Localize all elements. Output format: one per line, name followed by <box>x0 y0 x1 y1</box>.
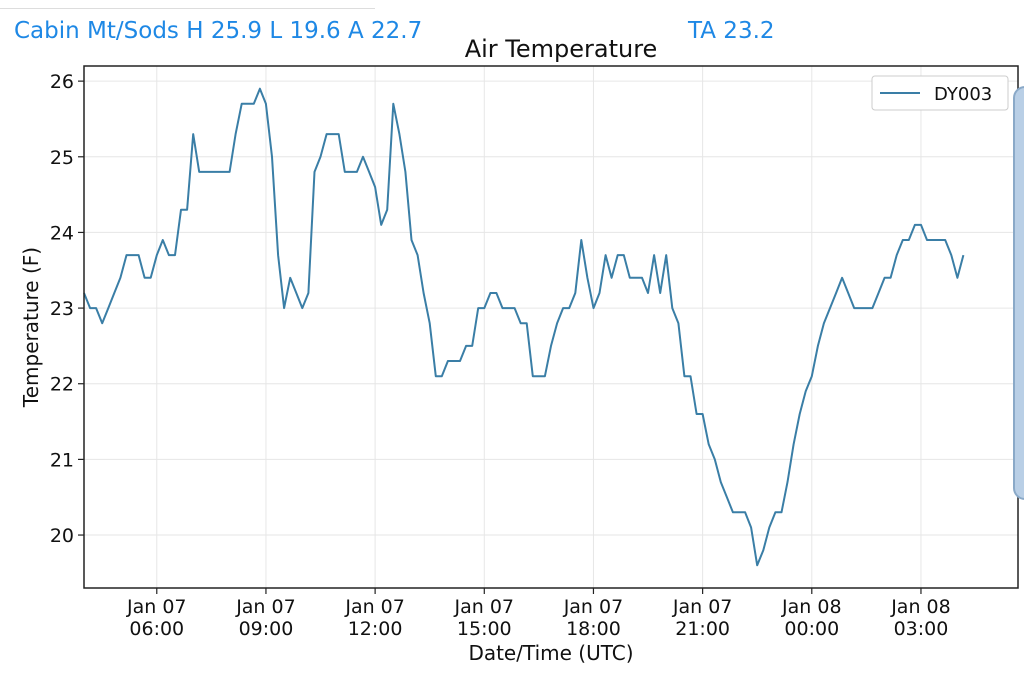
x-tick-time: 09:00 <box>239 618 294 640</box>
legend-label-dy003: DY003 <box>934 84 992 105</box>
x-tick-date: Jan 08 <box>781 596 842 618</box>
y-tick-label: 25 <box>50 147 74 169</box>
x-tick-date: Jan 07 <box>126 596 187 618</box>
chart-title: Air Temperature <box>465 35 658 63</box>
x-tick-date: Jan 07 <box>344 596 405 618</box>
y-tick-label: 23 <box>50 298 74 320</box>
legend: DY003 <box>871 75 1009 111</box>
station-summary: Cabin Mt/Sods H 25.9 L 19.6 A 22.7 <box>14 18 423 44</box>
x-tick-date: Jan 07 <box>235 596 296 618</box>
x-tick-label: Jan 07 18:00 <box>563 596 624 640</box>
series-line-dy003 <box>83 87 965 567</box>
x-tick-time: 06:00 <box>129 618 184 640</box>
x-tick-time: 21:00 <box>675 618 730 640</box>
x-tick-label: Jan 07 15:00 <box>454 596 515 640</box>
x-tick-time: 03:00 <box>894 618 949 640</box>
x-tick-date: Jan 07 <box>563 596 624 618</box>
x-tick-date: Jan 07 <box>672 596 733 618</box>
x-tick-label: Jan 07 21:00 <box>672 596 733 640</box>
y-tick-label: 20 <box>50 525 74 547</box>
side-panel-handle[interactable] <box>1013 86 1024 500</box>
x-tick-label: Jan 07 12:00 <box>344 596 405 640</box>
current-reading: TA 23.2 <box>688 18 775 44</box>
y-tick-label: 21 <box>50 449 74 471</box>
y-tick-label: 24 <box>50 222 74 244</box>
y-tick-label: 22 <box>50 374 74 396</box>
x-tick-date: Jan 07 <box>454 596 515 618</box>
axes-frame <box>83 65 1019 589</box>
legend-box <box>871 75 1009 111</box>
x-tick-date: Jan 08 <box>890 596 951 618</box>
x-tick-time: 18:00 <box>566 618 621 640</box>
y-tick-label: 26 <box>50 71 74 93</box>
series-layer <box>83 87 965 567</box>
y-axis: 20 21 22 23 24 25 26 <box>50 71 84 547</box>
grid <box>84 66 1018 588</box>
x-axis-label: Date/Time (UTC) <box>468 641 633 665</box>
x-tick-label: Jan 08 03:00 <box>890 596 951 640</box>
x-tick-time: 15:00 <box>457 618 512 640</box>
y-axis-label: Temperature (F) <box>19 247 43 408</box>
x-tick-label: Jan 07 09:00 <box>235 596 296 640</box>
x-tick-time: 00:00 <box>784 618 839 640</box>
x-tick-label: Jan 07 06:00 <box>126 596 187 640</box>
x-tick-label: Jan 08 00:00 <box>781 596 842 640</box>
x-tick-time: 12:00 <box>348 618 403 640</box>
header-divider <box>0 8 375 9</box>
